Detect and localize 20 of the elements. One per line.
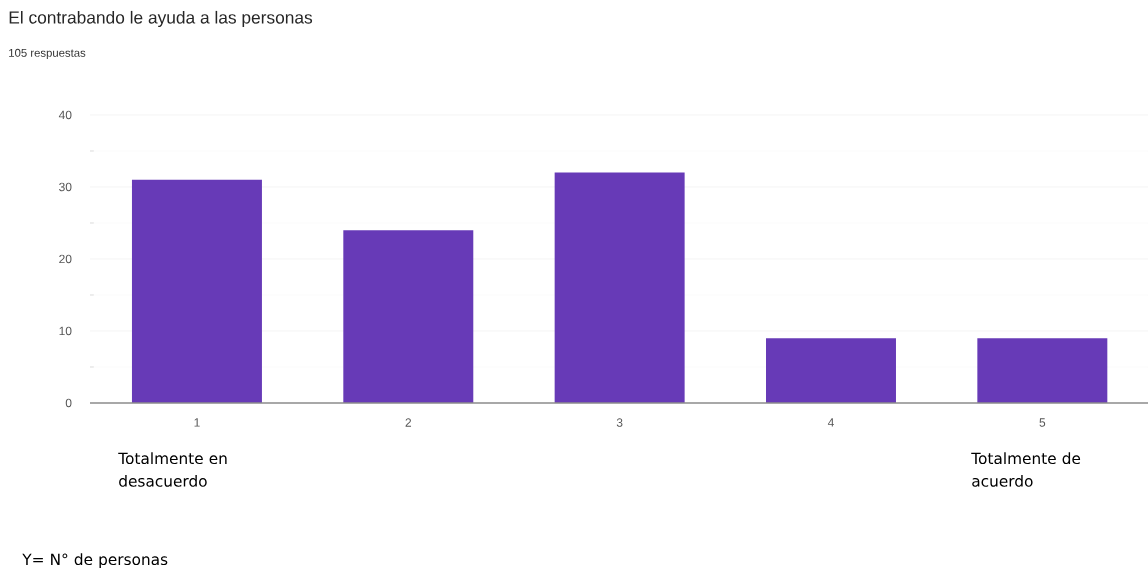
- x-tick-label: 5: [1039, 418, 1046, 427]
- bar: [766, 338, 896, 403]
- bar: [343, 230, 474, 403]
- x-tick-label: 2: [405, 418, 412, 427]
- bar: [554, 172, 685, 403]
- y-tick-label: 10: [59, 326, 72, 336]
- text: Totalmente en desacuerdo: [118, 452, 227, 487]
- chart-subtitle: 105 respuestas: [9, 48, 86, 60]
- chart-title: El contrabando le ayuda a las personas: [9, 10, 313, 28]
- x-tick-label: 1: [194, 418, 200, 427]
- bar: [131, 179, 262, 403]
- y-tick-label: 0: [65, 398, 72, 408]
- text: Totalmente de acuerdo: [971, 452, 1081, 487]
- x-tick-label: 3: [616, 418, 623, 427]
- y-tick-label: 20: [59, 254, 72, 264]
- y-tick-label: 40: [58, 110, 72, 120]
- x-tick-label: 4: [827, 418, 834, 427]
- bar: [977, 338, 1108, 403]
- text: Y= N° de personas: [22, 553, 168, 569]
- y-tick-label: 30: [59, 182, 72, 192]
